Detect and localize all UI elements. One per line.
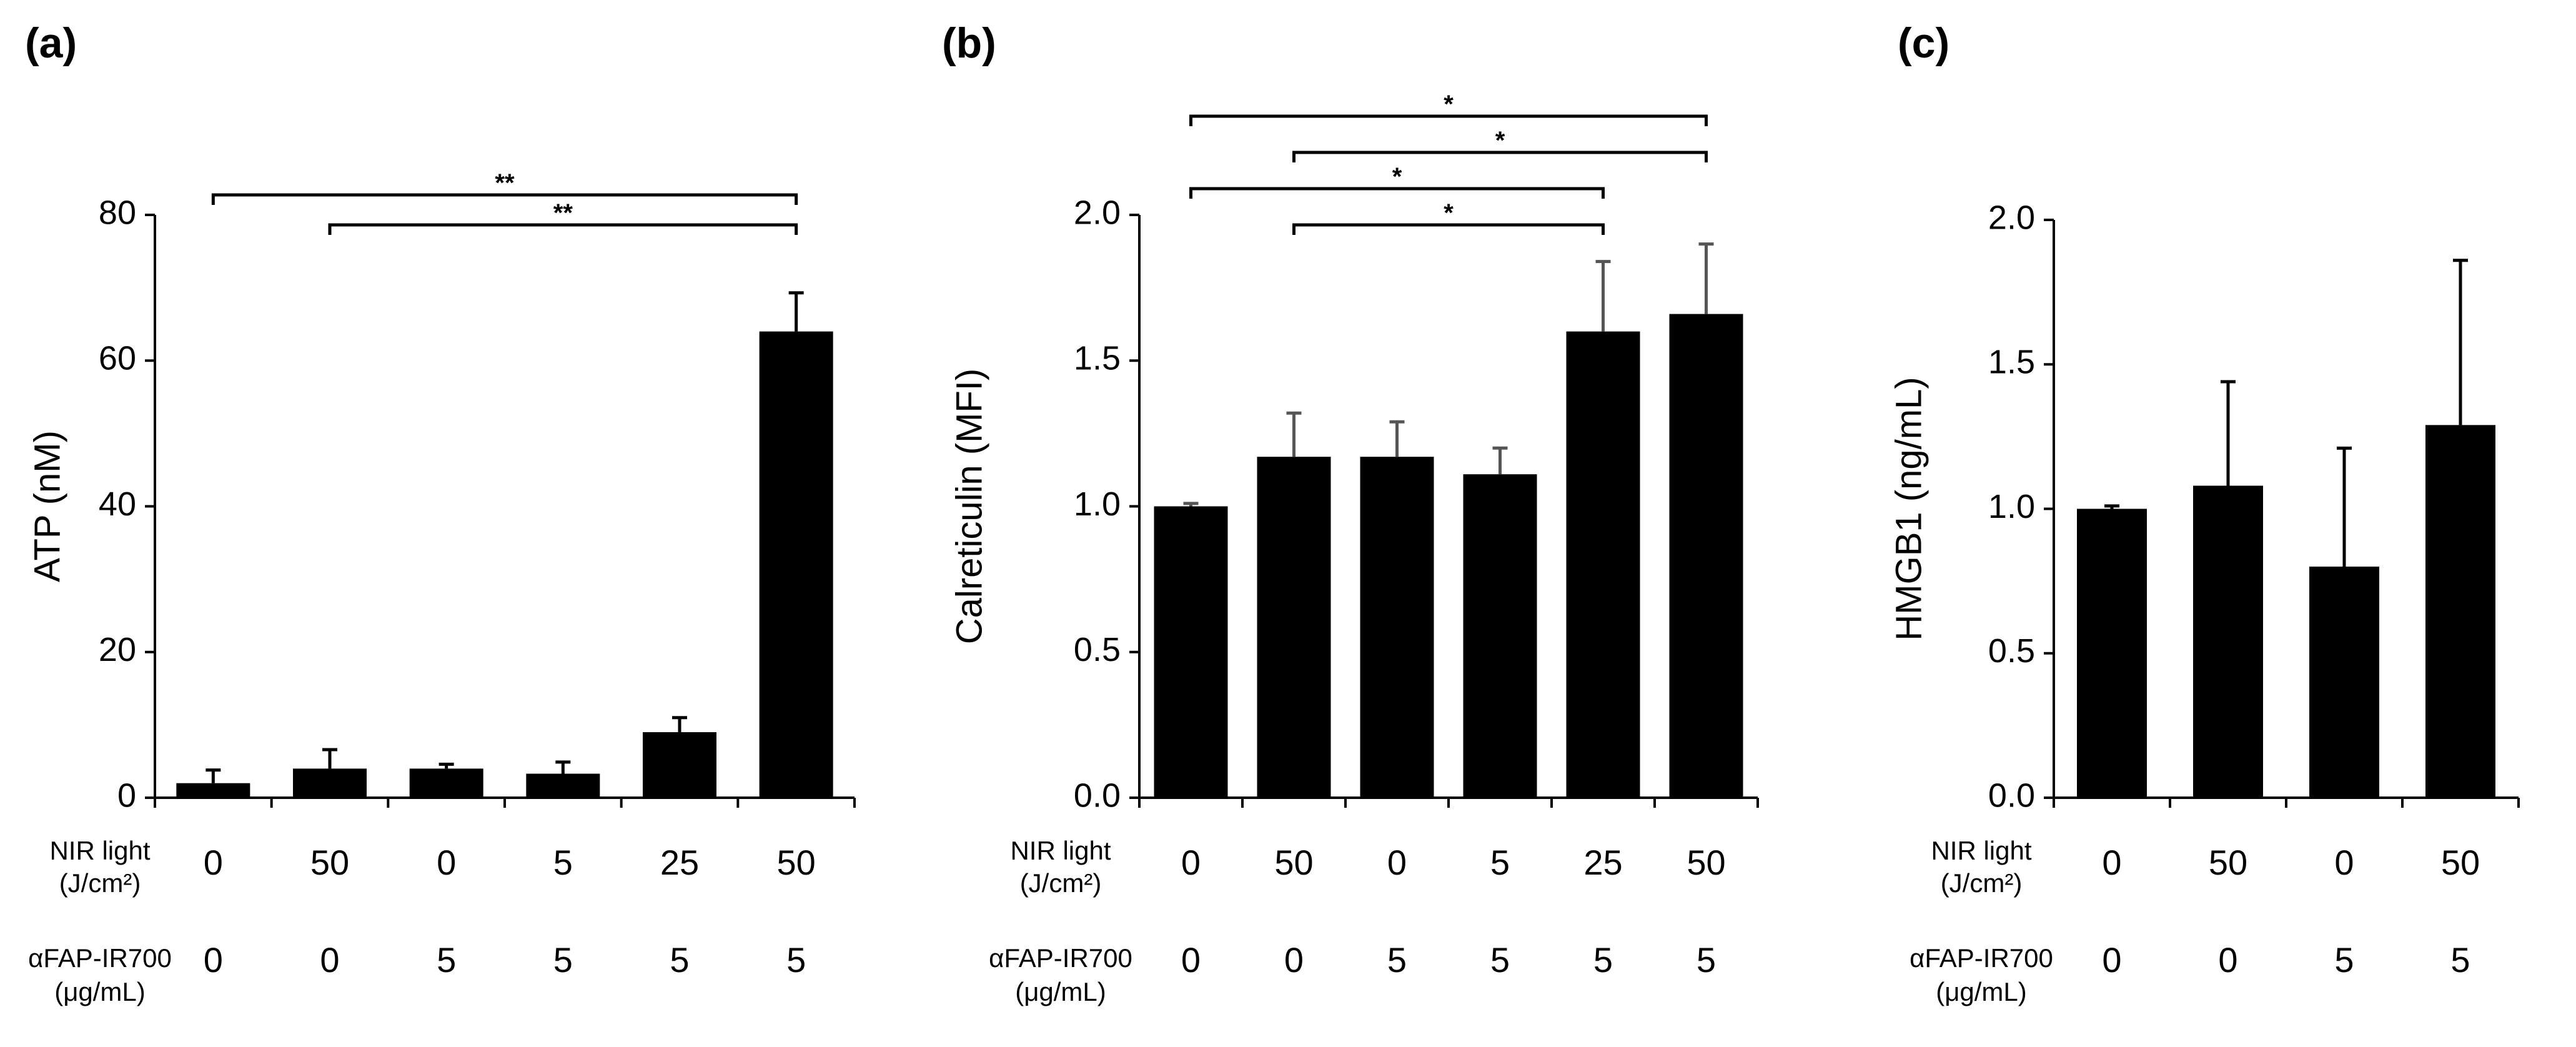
nir-light-value: 0 xyxy=(2334,843,2354,882)
nir-light-value: 0 xyxy=(204,843,223,882)
nir-light-unit: (J/cm²) xyxy=(59,868,141,898)
afap-unit: (μg/mL) xyxy=(54,977,146,1006)
y-tick-label: 0 xyxy=(117,777,136,814)
y-tick-label: 1.0 xyxy=(1988,488,2035,525)
significance-bracket xyxy=(1292,151,1708,162)
afap-value: 5 xyxy=(553,940,573,980)
bar xyxy=(2309,567,2379,798)
bar xyxy=(1669,314,1743,798)
afap-value: 5 xyxy=(1490,940,1510,980)
panel-label: (c) xyxy=(1898,19,1949,67)
bar xyxy=(643,732,716,798)
afap-value: 5 xyxy=(1593,940,1613,980)
bar xyxy=(1257,457,1331,798)
bar xyxy=(1154,506,1228,798)
bar xyxy=(1463,474,1537,798)
nir-light-value: 50 xyxy=(2441,843,2480,882)
significance-label: * xyxy=(1392,163,1402,191)
significance-bracket xyxy=(1292,223,1605,235)
nir-light-label: NIR light xyxy=(1931,836,2031,865)
significance-bracket xyxy=(211,193,798,205)
bar xyxy=(2425,425,2495,798)
panel-c: (c) HMGB1 (ng/mL) 0.0 0.5 1.0 1.5 2.0 NIR light… xyxy=(1888,19,2520,1006)
nir-light-value: 25 xyxy=(660,843,699,882)
y-tick-label: 0.0 xyxy=(1988,777,2035,814)
bar xyxy=(1360,457,1434,798)
significance-label: * xyxy=(1444,199,1454,227)
afap-label: αFAP-IR700 xyxy=(28,943,172,973)
afap-label: αFAP-IR700 xyxy=(1910,943,2053,973)
y-tick-label: 2.0 xyxy=(1988,199,2035,236)
bar xyxy=(409,768,483,798)
nir-light-value: 50 xyxy=(777,843,816,882)
y-tick-label: 20 xyxy=(99,631,136,668)
nir-light-value: 50 xyxy=(1687,843,1725,882)
y-tick-label: 0.0 xyxy=(1074,777,1121,814)
panel-a: (a) ATP (nM) 0 20 40 60 80 ** ** NIR light (J/cm²)… xyxy=(25,19,856,1006)
panel-label: (a) xyxy=(25,19,77,67)
bar xyxy=(293,768,367,798)
bar xyxy=(176,783,250,798)
y-tick-label: 80 xyxy=(99,194,136,231)
significance-label: * xyxy=(1444,91,1454,118)
y-tick-label: 40 xyxy=(99,485,136,523)
nir-light-value: 5 xyxy=(1490,843,1510,882)
y-tick-label: 60 xyxy=(99,340,136,377)
significance-bracket xyxy=(1189,114,1708,126)
y-tick-label: 1.5 xyxy=(1988,344,2035,381)
bar xyxy=(1566,331,1640,798)
significance-bracket xyxy=(1189,187,1605,199)
afap-value: 0 xyxy=(2218,940,2237,980)
afap-value: 5 xyxy=(670,940,689,980)
nir-light-value: 50 xyxy=(2209,843,2247,882)
panel-b: (b) Calreticulin (MFI) 0.0 0.5 1.0 1.5 2.0 * * * *… xyxy=(942,19,1759,1006)
y-tick-label: 0.5 xyxy=(1074,631,1121,668)
bar xyxy=(2077,509,2147,798)
afap-value: 0 xyxy=(320,940,339,980)
nir-light-value: 0 xyxy=(1181,843,1201,882)
significance-label: ** xyxy=(495,169,515,197)
nir-light-value: 25 xyxy=(1583,843,1622,882)
afap-label: αFAP-IR700 xyxy=(989,943,1132,973)
afap-value: 5 xyxy=(786,940,806,980)
bar xyxy=(759,331,833,798)
panel-label: (b) xyxy=(942,19,996,67)
y-axis-label: HMGB1 (ng/mL) xyxy=(1888,377,1929,640)
significance-bracket xyxy=(328,223,798,235)
y-axis-label: Calreticulin (MFI) xyxy=(949,369,989,645)
afap-value: 5 xyxy=(437,940,456,980)
nir-light-value: 0 xyxy=(1387,843,1407,882)
significance-label: * xyxy=(1495,127,1505,154)
afap-value: 0 xyxy=(2102,940,2121,980)
afap-value: 0 xyxy=(1284,940,1304,980)
afap-value: 0 xyxy=(1181,940,1201,980)
afap-value: 5 xyxy=(2334,940,2354,980)
significance-label: ** xyxy=(553,199,573,227)
nir-light-unit: (J/cm²) xyxy=(1941,868,2023,898)
y-tick-label: 0.5 xyxy=(1988,632,2035,670)
nir-light-unit: (J/cm²) xyxy=(1020,868,1102,898)
bar xyxy=(2193,485,2263,798)
afap-value: 5 xyxy=(1697,940,1716,980)
afap-value: 5 xyxy=(1387,940,1407,980)
y-tick-label: 1.5 xyxy=(1074,340,1121,377)
nir-light-value: 50 xyxy=(310,843,349,882)
nir-light-value: 0 xyxy=(2102,843,2121,882)
afap-unit: (μg/mL) xyxy=(1936,977,2027,1006)
y-tick-label: 2.0 xyxy=(1074,194,1121,231)
y-axis-label: ATP (nM) xyxy=(27,430,67,582)
nir-light-label: NIR light xyxy=(1010,836,1111,865)
nir-light-value: 5 xyxy=(553,843,573,882)
nir-light-value: 50 xyxy=(1274,843,1313,882)
nir-light-label: NIR light xyxy=(49,836,150,865)
afap-unit: (μg/mL) xyxy=(1015,977,1106,1006)
afap-value: 5 xyxy=(2450,940,2470,980)
nir-light-value: 0 xyxy=(437,843,456,882)
bar xyxy=(526,773,600,798)
afap-value: 0 xyxy=(204,940,223,980)
y-tick-label: 1.0 xyxy=(1074,485,1121,523)
